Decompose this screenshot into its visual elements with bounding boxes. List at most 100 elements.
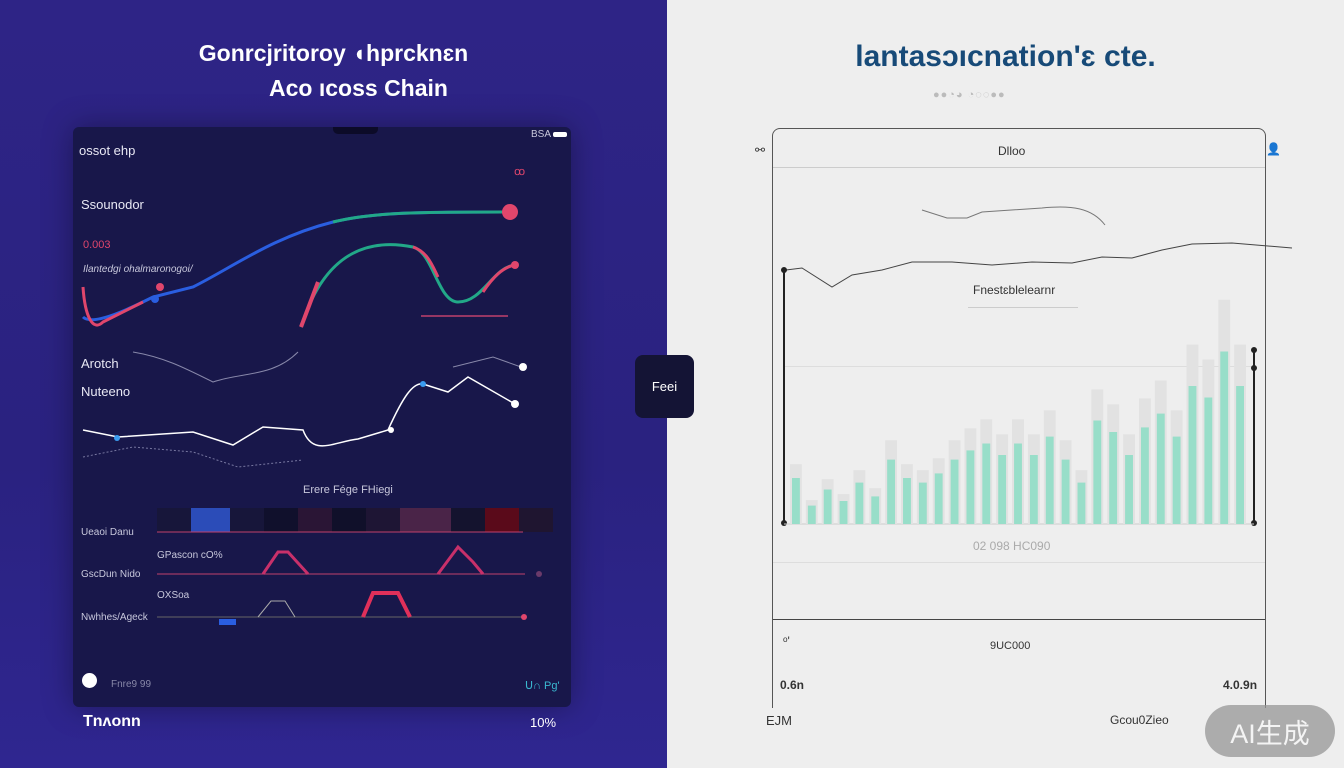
pink-series-line — [81, 286, 144, 327]
heatmap-cell — [230, 508, 264, 532]
heatmap-cell — [298, 508, 332, 532]
axis-caption: 02 098 HC090 — [973, 539, 1051, 553]
section-title: Ssounodor — [81, 197, 144, 212]
bar — [792, 478, 800, 524]
bar — [998, 455, 1007, 524]
bar — [855, 482, 864, 524]
footer-left-label: EJM — [766, 713, 792, 728]
bottom-right-value: 4.0.9n — [1223, 678, 1258, 692]
end-marker — [502, 204, 518, 220]
row-note-1: GPascon cO% — [157, 550, 223, 561]
axis-marker — [1251, 347, 1257, 353]
bar — [1188, 386, 1197, 524]
bar — [1045, 436, 1054, 524]
center-action-button[interactable]: Feei — [635, 355, 694, 418]
bar — [1156, 413, 1165, 524]
axis-marker — [1251, 520, 1257, 526]
link-icon[interactable]: ⚯ — [755, 143, 766, 157]
watermark: AI生成 — [1205, 705, 1335, 757]
series-label-a: Arotch — [81, 356, 119, 371]
footer-right-label: Gcou0Zieo — [1110, 713, 1169, 727]
green-series-line — [332, 210, 504, 224]
bar — [1061, 459, 1070, 524]
bottom-left-label: Tnʌonn — [83, 713, 141, 730]
bar — [918, 482, 927, 524]
bar — [1220, 351, 1229, 524]
point-marker — [420, 381, 426, 387]
blue-series-line — [81, 210, 504, 322]
row-peak — [361, 591, 412, 618]
bottom-mark: ᵒ' — [783, 634, 790, 648]
row-note-2: OXSoa — [157, 590, 190, 601]
bar — [982, 443, 991, 524]
heatmap-cell — [366, 508, 400, 532]
green-curve — [299, 243, 516, 328]
bar — [1236, 386, 1244, 524]
bar — [807, 505, 816, 524]
divider — [773, 167, 1265, 168]
battery-icon — [553, 132, 567, 137]
grey-trace — [452, 356, 522, 368]
bottom-right-percent: 10% — [530, 715, 557, 730]
bar — [1077, 482, 1086, 524]
heatmap-cell — [191, 508, 230, 532]
row-peak — [257, 600, 296, 618]
user-icon[interactable]: 👤 — [1266, 142, 1281, 156]
bar — [1125, 455, 1133, 524]
bar — [1029, 455, 1038, 524]
bar — [950, 459, 959, 524]
bar — [903, 478, 911, 524]
heatmap-strip — [157, 508, 553, 532]
value-label: 0.003 — [83, 239, 111, 251]
point-marker — [114, 435, 120, 441]
heatmap-cell — [519, 508, 553, 532]
subtitle-dots: ●●◔◕ ◔◌◌●● — [933, 89, 1006, 101]
footer-left: Fnre9 99 — [111, 679, 152, 690]
point-marker — [519, 363, 527, 371]
axis-marker — [781, 520, 787, 526]
bar — [871, 496, 880, 524]
bar — [823, 489, 832, 524]
left-title-line1: Gonrcjritoroy ◖hprcknɛn — [198, 40, 469, 66]
point-marker — [151, 295, 159, 303]
panel-header: ossot ehp — [79, 143, 136, 158]
divider — [783, 366, 1253, 367]
bar — [1093, 420, 1102, 524]
heatmap-title: Erere Fége FHiegi — [303, 484, 393, 496]
point-marker — [511, 400, 519, 408]
point-marker — [388, 427, 394, 433]
upper-trace — [921, 206, 1106, 226]
row-label-2: GscDun Nido — [81, 569, 141, 580]
white-series-line — [82, 376, 516, 447]
grey-trace — [132, 351, 299, 383]
heatmap-cell — [157, 508, 191, 532]
chart-label: Fnestɛblelearnr — [973, 283, 1056, 297]
row-label-3: Nwhhes/Ageck — [81, 612, 148, 623]
caption: Ilantedgi ohalmaronogoi/ — [83, 264, 193, 275]
bar — [934, 473, 943, 524]
bar — [1109, 432, 1118, 524]
divider — [773, 619, 1265, 620]
heatmap-cell — [400, 508, 451, 532]
line-chart — [81, 204, 527, 468]
info-icon[interactable] — [82, 673, 97, 688]
right-chart — [781, 206, 1293, 526]
heatmap-cell — [332, 508, 366, 532]
bar — [1014, 443, 1022, 524]
dashboard-panel: BSA ossot ehp ꝏ Ssounodor 0.003 Ilantedg… — [73, 127, 571, 707]
badge[interactable]: ꝏ — [514, 166, 526, 178]
main-trace — [785, 242, 1293, 288]
row-sparklines — [157, 531, 542, 625]
heatmap-cell — [264, 508, 298, 532]
row-label-1: Ueaoi Danu — [81, 527, 134, 538]
bar — [1172, 436, 1181, 524]
pink-segment — [412, 245, 516, 293]
row-end-marker — [521, 614, 527, 620]
status-indicator: BSA — [531, 129, 552, 140]
footer-right: ᑌ∩ Pg' — [525, 680, 560, 692]
point-marker — [511, 261, 519, 269]
bar — [1204, 397, 1213, 524]
left-title-line2: Aco ıcoss Chain — [269, 75, 448, 101]
bar — [887, 459, 896, 524]
divider — [968, 307, 1078, 308]
